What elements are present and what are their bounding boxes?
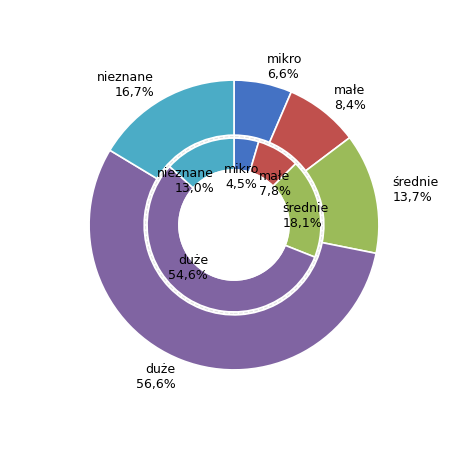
Wedge shape xyxy=(273,164,321,258)
Text: małe
7,8%: małe 7,8% xyxy=(259,169,291,197)
Text: średnie
18,1%: średnie 18,1% xyxy=(282,202,329,230)
Text: małe
8,4%: małe 8,4% xyxy=(334,84,366,112)
Wedge shape xyxy=(234,81,291,143)
Text: duże
56,6%: duże 56,6% xyxy=(136,363,176,391)
Circle shape xyxy=(179,170,289,281)
Text: mikro
6,6%: mikro 6,6% xyxy=(267,53,302,81)
Wedge shape xyxy=(234,139,259,173)
Text: nieznane
16,7%: nieznane 16,7% xyxy=(97,70,154,98)
Text: duże
54,6%: duże 54,6% xyxy=(168,253,208,281)
Wedge shape xyxy=(110,81,234,179)
Wedge shape xyxy=(147,167,315,312)
Wedge shape xyxy=(89,151,376,370)
Wedge shape xyxy=(249,143,296,187)
Wedge shape xyxy=(270,93,350,171)
Wedge shape xyxy=(306,138,379,254)
Text: średnie
13,7%: średnie 13,7% xyxy=(392,175,439,203)
Text: nieznane
13,0%: nieznane 13,0% xyxy=(157,166,214,194)
Text: mikro
4,5%: mikro 4,5% xyxy=(223,163,259,191)
Wedge shape xyxy=(169,139,234,189)
